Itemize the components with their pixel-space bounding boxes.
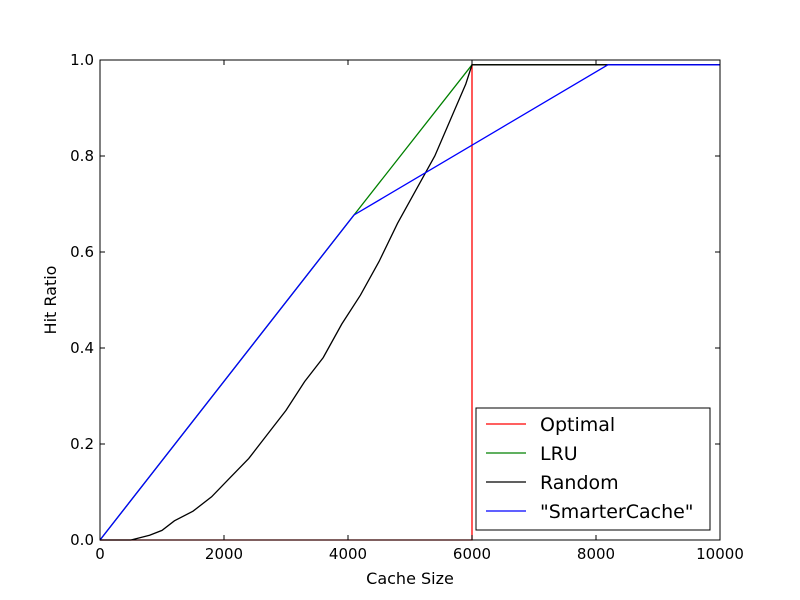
y-tick-label: 0.0 bbox=[70, 531, 94, 549]
y-tick-label: 0.4 bbox=[70, 339, 94, 357]
x-tick-label: 0 bbox=[95, 545, 105, 563]
x-tick-label: 2000 bbox=[205, 545, 243, 563]
legend-label: "SmarterCache" bbox=[540, 501, 694, 523]
x-tick-label: 8000 bbox=[577, 545, 615, 563]
legend-box bbox=[475, 407, 711, 531]
series-line-2 bbox=[100, 64, 720, 541]
y-axis-label: Hit Ratio bbox=[41, 266, 60, 335]
plot-frame bbox=[99, 59, 721, 541]
y-tick-label: 0.6 bbox=[70, 243, 94, 261]
y-tick-label: 0.2 bbox=[70, 435, 94, 453]
series-line-3 bbox=[99, 64, 720, 541]
legend-label: LRU bbox=[540, 443, 578, 465]
legend-label: Optimal bbox=[540, 414, 615, 436]
y-tick-label: 0.8 bbox=[70, 147, 94, 165]
x-tick-label: 10000 bbox=[696, 545, 744, 563]
ticks-layer: 0 2000 4000 6000 8000 10000 0.0 0.2 0.4 0.6 0.8 1.0 bbox=[70, 51, 744, 563]
legend-label: Random bbox=[540, 472, 619, 494]
x-tick-label: 4000 bbox=[329, 545, 367, 563]
legend: Optimal LRU Random "SmarterCache" bbox=[475, 407, 711, 531]
x-tick-label: 6000 bbox=[453, 545, 491, 563]
y-tick-label: 1.0 bbox=[70, 51, 94, 69]
x-axis-label: Cache Size bbox=[366, 569, 454, 588]
